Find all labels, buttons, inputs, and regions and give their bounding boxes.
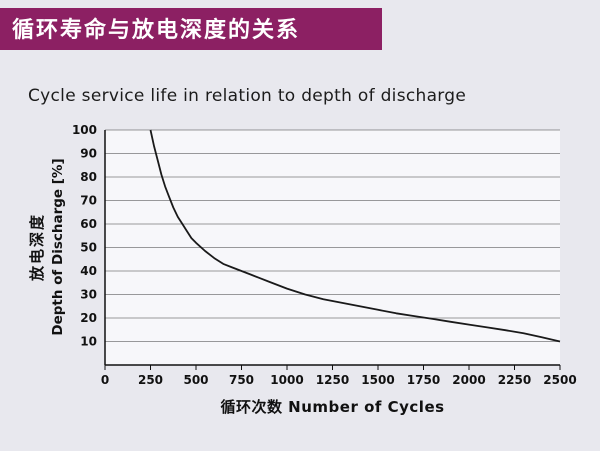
y-tick-label: 70 <box>80 194 97 208</box>
y-tick-label: 60 <box>80 217 97 231</box>
y-tick-label: 100 <box>72 123 97 137</box>
x-tick-label: 500 <box>183 373 208 387</box>
chart-title: Cycle service life in relation to depth … <box>28 86 467 106</box>
x-tick-label: 250 <box>138 373 163 387</box>
x-tick-label: 1750 <box>407 373 440 387</box>
y-tick-label: 20 <box>80 311 97 325</box>
x-tick-label: 2000 <box>452 373 485 387</box>
x-tick-label: 1000 <box>270 373 303 387</box>
y-tick-label: 90 <box>80 147 97 161</box>
dod-curve <box>149 129 561 343</box>
x-tick-label: 1250 <box>316 373 349 387</box>
y-tick-label: 30 <box>80 288 97 302</box>
x-tick-label: 1500 <box>361 373 394 387</box>
x-tick-label: 2250 <box>498 373 531 387</box>
banner-title: 循环寿命与放电深度的关系 <box>0 8 383 50</box>
y-tick-label: 40 <box>80 264 97 278</box>
y-tick-label: 80 <box>80 170 97 184</box>
y-tick-label: 50 <box>80 241 97 255</box>
x-tick-label: 2500 <box>543 373 576 387</box>
x-tick-label: 0 <box>101 373 109 387</box>
x-axis-label: 循环次数 Number of Cycles <box>220 398 445 416</box>
x-tick-label: 750 <box>229 373 254 387</box>
y-tick-label: 10 <box>80 335 97 349</box>
